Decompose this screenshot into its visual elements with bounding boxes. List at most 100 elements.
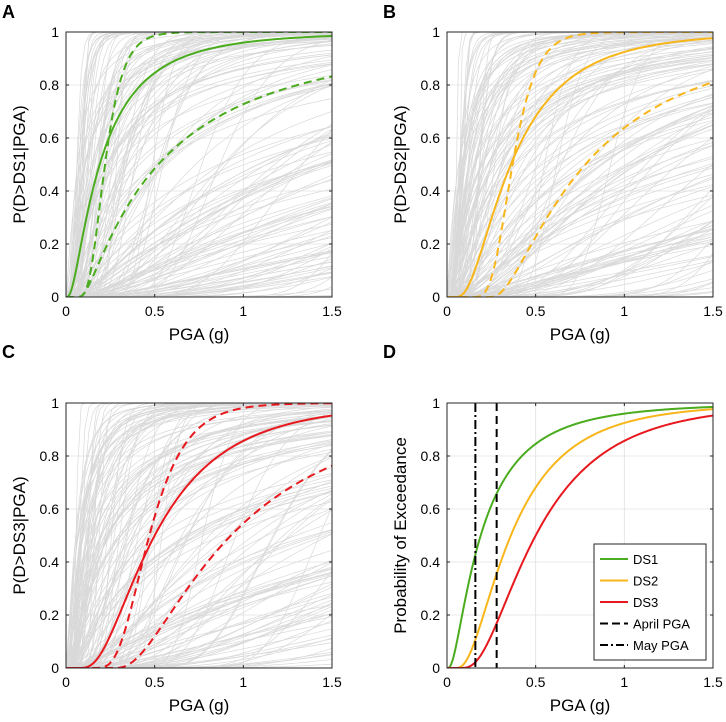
x-tick-label: 0	[443, 674, 451, 690]
series-ds2-median	[447, 37, 713, 297]
simulated-curve	[66, 229, 332, 297]
simulated-curve	[66, 653, 332, 668]
simulated-curve	[66, 439, 332, 668]
y-tick-label: 0.6	[421, 501, 441, 517]
y-tick-label: 0	[51, 660, 59, 676]
simulated-curve	[66, 134, 332, 297]
y-tick-label: 0.6	[40, 501, 60, 517]
y-tick-label: 0.4	[421, 183, 441, 199]
simulated-curve	[447, 40, 713, 297]
series-ds1	[447, 405, 713, 668]
simulated-curve	[66, 32, 332, 297]
simulated-curves-cloud	[447, 32, 713, 297]
simulated-curve	[66, 161, 332, 297]
simulated-curve	[66, 36, 332, 297]
simulated-curve	[447, 56, 713, 297]
x-tick-label: 1	[620, 674, 628, 690]
simulated-curve	[447, 197, 713, 297]
simulated-curve	[447, 68, 713, 297]
simulated-curve	[447, 68, 713, 297]
simulated-curve	[66, 34, 332, 297]
legend-label: May PGA	[633, 638, 689, 653]
simulated-curve	[447, 187, 713, 297]
simulated-curve	[66, 573, 332, 668]
panel-b: B 0 0.5 1 1.5 0 0.2 0.4 0.6 0.8 1 PGA (g) P(D>DS2|PG…	[383, 2, 723, 344]
series-ds3-lower-bound	[66, 464, 332, 668]
y-axis-label: P(D>DS2|PGA)	[391, 105, 410, 223]
simulated-curve	[66, 434, 332, 668]
simulated-curve	[447, 85, 713, 297]
simulated-curve	[66, 403, 332, 668]
simulated-curve	[447, 292, 713, 297]
y-tick-label: 0.4	[40, 554, 60, 570]
axes-frame	[446, 31, 714, 298]
simulated-curve	[66, 180, 332, 297]
simulated-curve	[66, 261, 332, 297]
x-axis-label: PGA (g)	[550, 696, 610, 715]
simulated-curve	[447, 51, 713, 297]
simulated-curve	[66, 492, 332, 668]
series-ds1-lower-bound	[66, 75, 332, 297]
simulated-curve	[447, 195, 713, 297]
simulated-curve	[447, 158, 713, 297]
simulated-curve	[66, 561, 332, 668]
panel-d: D 0 0.5 1 1.5 0 0.2 0.4 0.6 0.8 1 PGA (g) Probabilit…	[383, 342, 723, 715]
simulated-curve	[66, 208, 332, 297]
simulated-curve	[66, 74, 332, 297]
simulated-curve	[66, 405, 332, 668]
simulated-curve	[447, 96, 713, 297]
simulated-curve	[447, 35, 713, 297]
simulated-curve	[66, 33, 332, 297]
simulated-curve	[447, 60, 713, 297]
x-axis-label: PGA (g)	[169, 696, 229, 715]
series-ds2	[447, 408, 713, 668]
simulated-curve	[447, 32, 713, 297]
simulated-curve	[66, 403, 332, 668]
y-tick-label: 0.8	[421, 77, 441, 93]
simulated-curve	[447, 165, 713, 297]
simulated-curve	[447, 219, 713, 297]
simulated-curve	[66, 286, 332, 297]
simulated-curve	[66, 98, 332, 297]
x-tick-label: 1.5	[322, 674, 342, 690]
simulated-curve	[66, 38, 332, 297]
simulated-curve	[447, 112, 713, 297]
simulated-curve	[66, 205, 332, 297]
simulated-curve	[66, 489, 332, 668]
series-ds3-median	[66, 414, 332, 668]
series-ds1-median	[66, 34, 332, 297]
simulated-curve	[66, 32, 332, 297]
curves	[66, 403, 332, 668]
simulated-curve	[66, 32, 332, 297]
x-tick-label: 0	[443, 303, 451, 319]
simulated-curve	[66, 32, 332, 297]
simulated-curve	[66, 54, 332, 297]
simulated-curve	[447, 121, 713, 297]
simulated-curve	[447, 269, 713, 297]
simulated-curve	[447, 65, 713, 297]
y-tick-label: 0.2	[40, 607, 60, 623]
legend-label: DS3	[633, 595, 658, 610]
simulated-curve	[447, 53, 713, 297]
panel-letter: D	[383, 342, 396, 362]
simulated-curve	[66, 203, 332, 297]
y-tick-label: 0.8	[40, 448, 60, 464]
y-tick-label: 0.2	[421, 607, 441, 623]
simulated-curve	[447, 51, 713, 297]
axes-frame	[65, 402, 333, 669]
x-tick-label: 0.5	[145, 303, 165, 319]
simulated-curve	[66, 268, 332, 297]
y-tick-label: 0.8	[421, 448, 441, 464]
simulated-curve	[66, 533, 332, 668]
y-tick-label: 1	[432, 395, 440, 411]
simulated-curve	[447, 54, 713, 297]
simulated-curve	[66, 424, 332, 668]
x-tick-label: 0	[62, 303, 70, 319]
simulated-curve	[66, 32, 332, 297]
x-tick-label: 1	[620, 303, 628, 319]
simulated-curve	[66, 41, 332, 297]
simulated-curve	[66, 403, 332, 668]
simulated-curve	[66, 473, 332, 668]
simulated-curve	[66, 531, 332, 668]
y-axis-label: P(D>DS1|PGA)	[10, 105, 29, 223]
